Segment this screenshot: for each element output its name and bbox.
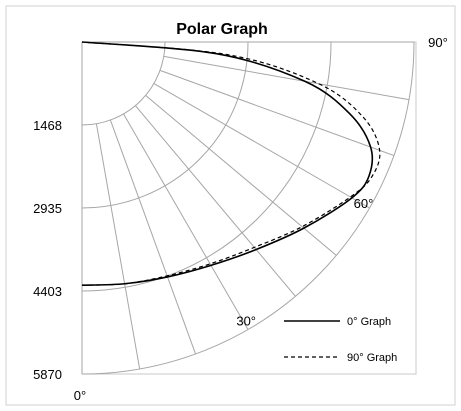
plot-frame [5,5,456,406]
ring-gridline [81,41,166,126]
radial-tick-label: 5870 [33,367,62,382]
radial-gridline [159,69,395,157]
angle-label-30: 30° [236,313,256,328]
radial-gridline [109,119,197,355]
angle-label-60: 60° [354,196,374,211]
angle-label-0: 0° [74,388,86,403]
radial-tick-labels: 1468 2935 4403 5870 [33,118,62,382]
series-0-graph-line [81,41,374,286]
legend-label: 0° Graph [347,316,391,328]
radial-gridline [123,113,249,330]
ring-gridline [81,41,332,292]
chart-title: Polar Graph [176,21,268,38]
ring-gridline [81,41,249,209]
radial-gridline [153,83,370,209]
legend: 0° Graph 90° Graph [284,316,397,364]
angle-label-90: 90° [428,35,448,50]
radial-tick-label: 4403 [33,284,62,299]
legend-label: 90° Graph [347,352,397,364]
series-layer [81,41,381,286]
radial-tick-label: 2935 [33,201,62,216]
radial-gridline [134,105,296,297]
radial-gridline [95,123,141,370]
radial-gridline [145,94,337,256]
angle-labels: 0° 30° 60° 90° [74,35,448,403]
polar-grid [81,41,417,375]
series-90-graph-line [81,41,381,286]
radial-gridline [163,55,410,101]
radial-tick-label: 1468 [33,118,62,133]
ring-gridline [81,41,415,375]
